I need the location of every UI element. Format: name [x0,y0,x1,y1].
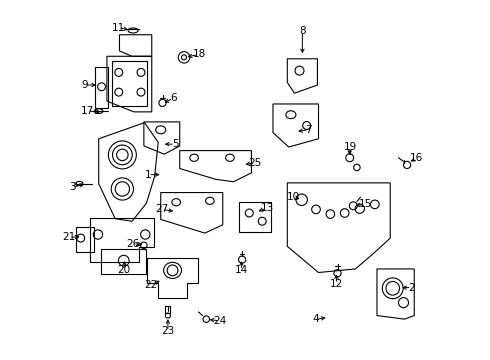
Text: 16: 16 [410,153,423,163]
Text: 18: 18 [193,49,206,59]
Text: 13: 13 [261,203,274,213]
Text: 27: 27 [155,204,169,215]
Text: 24: 24 [213,316,226,326]
Text: 4: 4 [313,314,319,324]
Text: 11: 11 [112,23,125,33]
Text: 25: 25 [248,158,262,168]
Text: 9: 9 [81,80,88,90]
Text: 17: 17 [80,106,94,116]
Text: 19: 19 [343,142,357,152]
Text: 8: 8 [299,26,306,36]
Bar [166,306,171,313]
Text: 12: 12 [330,279,343,289]
Text: 22: 22 [145,280,158,290]
Text: 7: 7 [306,125,312,135]
Text: 21: 21 [63,232,76,242]
Text: 23: 23 [161,326,174,336]
Text: 15: 15 [359,199,372,210]
Text: 3: 3 [69,182,75,192]
Text: 14: 14 [235,265,248,275]
Text: 26: 26 [126,239,140,249]
Text: 20: 20 [117,265,130,275]
Text: 1: 1 [145,170,151,180]
Text: 6: 6 [170,93,176,103]
Text: 10: 10 [287,192,300,202]
Text: 2: 2 [409,283,415,293]
Text: 5: 5 [172,139,178,149]
